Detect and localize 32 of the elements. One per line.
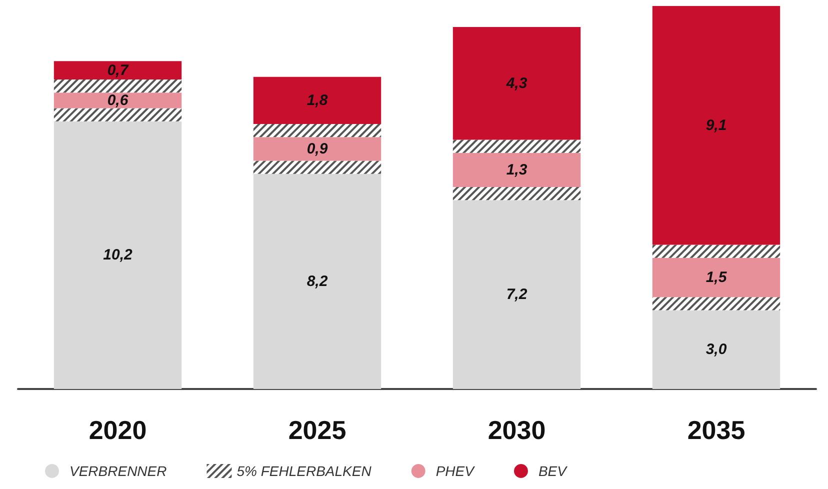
data-label: 3,0	[706, 341, 728, 358]
data-label: 0,7	[107, 62, 129, 79]
legend-label: 5% FEHLERBALKEN	[236, 463, 372, 479]
data-label: 9,1	[706, 116, 727, 134]
bar	[54, 92, 182, 108]
legend-label: PHEV	[436, 463, 476, 479]
bar	[54, 121, 182, 389]
data-label: 1,3	[506, 161, 528, 178]
bar	[253, 137, 382, 161]
data-label: 1,5	[706, 269, 728, 286]
bar	[253, 76, 382, 124]
x-tick-label: 2020	[88, 415, 147, 445]
bar	[452, 152, 581, 188]
bar	[652, 6, 780, 245]
data-label: 0,9	[306, 140, 328, 158]
data-label: 10,2	[103, 246, 133, 264]
bar	[452, 26, 581, 140]
x-tick-label: 2035	[687, 415, 746, 445]
data-label: 7,2	[506, 286, 528, 304]
data-label: 0,6	[107, 92, 129, 109]
bar	[253, 174, 382, 389]
bar	[652, 310, 780, 389]
x-tick-label: 2030	[488, 415, 546, 445]
bar	[54, 61, 182, 80]
bar	[652, 258, 780, 298]
legend-label: VERBRENNER	[70, 463, 167, 479]
data-label: 1,8	[306, 92, 328, 109]
data-label: 8,2	[306, 272, 328, 290]
data-label: 4,3	[505, 74, 528, 92]
x-tick-label: 2025	[288, 415, 346, 445]
legend-label: BEV	[538, 463, 568, 479]
bar	[452, 200, 581, 389]
